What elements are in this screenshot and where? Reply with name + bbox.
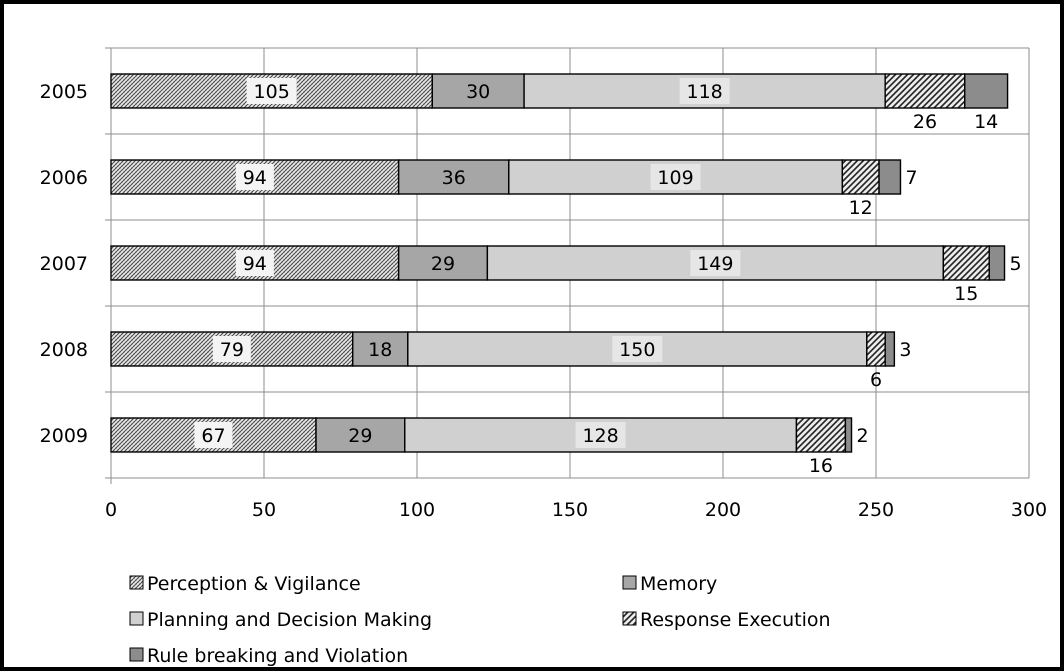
bar-segment: [878, 159, 902, 195]
data-label: 15: [954, 283, 978, 305]
data-label: 118: [687, 81, 723, 103]
data-label: 14: [974, 111, 998, 133]
bar-segment: [884, 73, 966, 109]
legend-swatch: [129, 647, 144, 662]
data-label: 79: [220, 339, 244, 361]
bar-segment: [397, 159, 510, 195]
data-label: 149: [697, 253, 733, 275]
x-tick-label: 50: [252, 499, 276, 521]
data-label: 29: [431, 253, 455, 275]
bar-segment: [884, 331, 896, 367]
data-label-background: [194, 422, 233, 448]
data-label: 26: [913, 111, 937, 133]
y-category-label: 2005: [40, 81, 88, 103]
bar-segment: [988, 245, 1006, 281]
bar-segment: [397, 245, 489, 281]
legend-swatch: [622, 611, 637, 626]
x-tick-label: 250: [858, 499, 894, 521]
data-label: 36: [442, 167, 466, 189]
x-tick-label: 200: [705, 499, 741, 521]
y-category-label: 2008: [40, 339, 88, 361]
data-label: 12: [849, 197, 873, 219]
data-label-background: [235, 164, 274, 190]
bar-segment: [844, 417, 853, 453]
legend-label: Response Execution: [640, 609, 831, 631]
data-label-background: [650, 164, 701, 190]
legend-swatch: [129, 611, 144, 626]
data-label: 94: [243, 167, 267, 189]
data-label-background: [575, 422, 626, 448]
data-label: 16: [809, 455, 833, 477]
bar-segment: [866, 331, 886, 367]
legend-label: Memory: [640, 573, 717, 595]
bar-segment: [841, 159, 880, 195]
y-category-label: 2009: [40, 425, 88, 447]
data-label: 18: [368, 339, 392, 361]
legend-swatch: [622, 575, 637, 590]
y-category-label: 2007: [40, 253, 88, 275]
legend-label: Planning and Decision Making: [147, 609, 432, 631]
bar-segment: [352, 331, 409, 367]
data-label: 5: [1010, 253, 1022, 275]
legend-label: Perception & Vigilance: [147, 573, 361, 595]
data-label: 29: [348, 425, 372, 447]
data-label-background: [690, 250, 741, 276]
bar-segment: [964, 73, 1009, 109]
data-label-background: [212, 336, 251, 362]
data-label: 94: [243, 253, 267, 275]
legend-label: Rule breaking and Violation: [147, 645, 408, 667]
y-category-label: 2006: [40, 167, 88, 189]
data-label-background: [246, 78, 297, 104]
data-label: 7: [905, 167, 917, 189]
data-label: 30: [466, 81, 490, 103]
data-label: 128: [582, 425, 618, 447]
data-label: 6: [870, 369, 882, 391]
x-tick-label: 0: [105, 499, 117, 521]
data-label: 3: [899, 339, 911, 361]
bar-segment: [431, 73, 525, 109]
bar-segment: [942, 245, 990, 281]
data-label-background: [235, 250, 274, 276]
x-tick-label: 300: [1011, 499, 1047, 521]
data-label: 2: [857, 425, 869, 447]
data-label: 67: [201, 425, 225, 447]
data-label-background: [612, 336, 663, 362]
legend-swatch: [129, 575, 144, 590]
x-tick-label: 100: [399, 499, 435, 521]
data-label-background: [679, 78, 730, 104]
bar-segment: [795, 417, 847, 453]
bar-segment: [315, 417, 406, 453]
data-label: 150: [619, 339, 655, 361]
data-label: 105: [254, 81, 290, 103]
data-label: 109: [657, 167, 693, 189]
x-tick-label: 150: [552, 499, 588, 521]
